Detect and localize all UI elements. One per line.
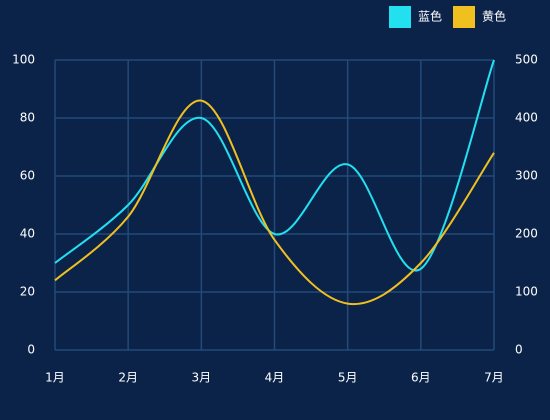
y2-tick-label: 200 [515,227,538,241]
x-tick-label: 1月 [45,371,65,385]
y-tick-label: 0 [27,343,35,357]
y-tick-label: 20 [20,285,35,299]
y-tick-label: 60 [20,169,35,183]
x-tick-label: 6月 [411,371,431,385]
x-tick-label: 5月 [338,371,358,385]
legend-swatch [389,6,411,28]
y2-tick-label: 100 [515,285,538,299]
y-tick-label: 80 [20,111,35,125]
legend-swatch [453,6,475,28]
x-tick-label: 4月 [265,371,285,385]
legend-label: 黄色 [482,10,506,24]
legend-label: 蓝色 [418,10,442,24]
x-tick-label: 7月 [484,371,504,385]
y-tick-label: 100 [12,53,35,67]
line-series [54,59,495,272]
y2-tick-label: 500 [515,53,538,67]
y2-tick-label: 0 [515,343,523,357]
line-series [54,99,495,306]
y2-tick-label: 400 [515,111,538,125]
y-tick-label: 40 [20,227,35,241]
x-tick-label: 2月 [118,371,138,385]
x-tick-label: 3月 [192,371,212,385]
y2-tick-label: 300 [515,169,538,183]
